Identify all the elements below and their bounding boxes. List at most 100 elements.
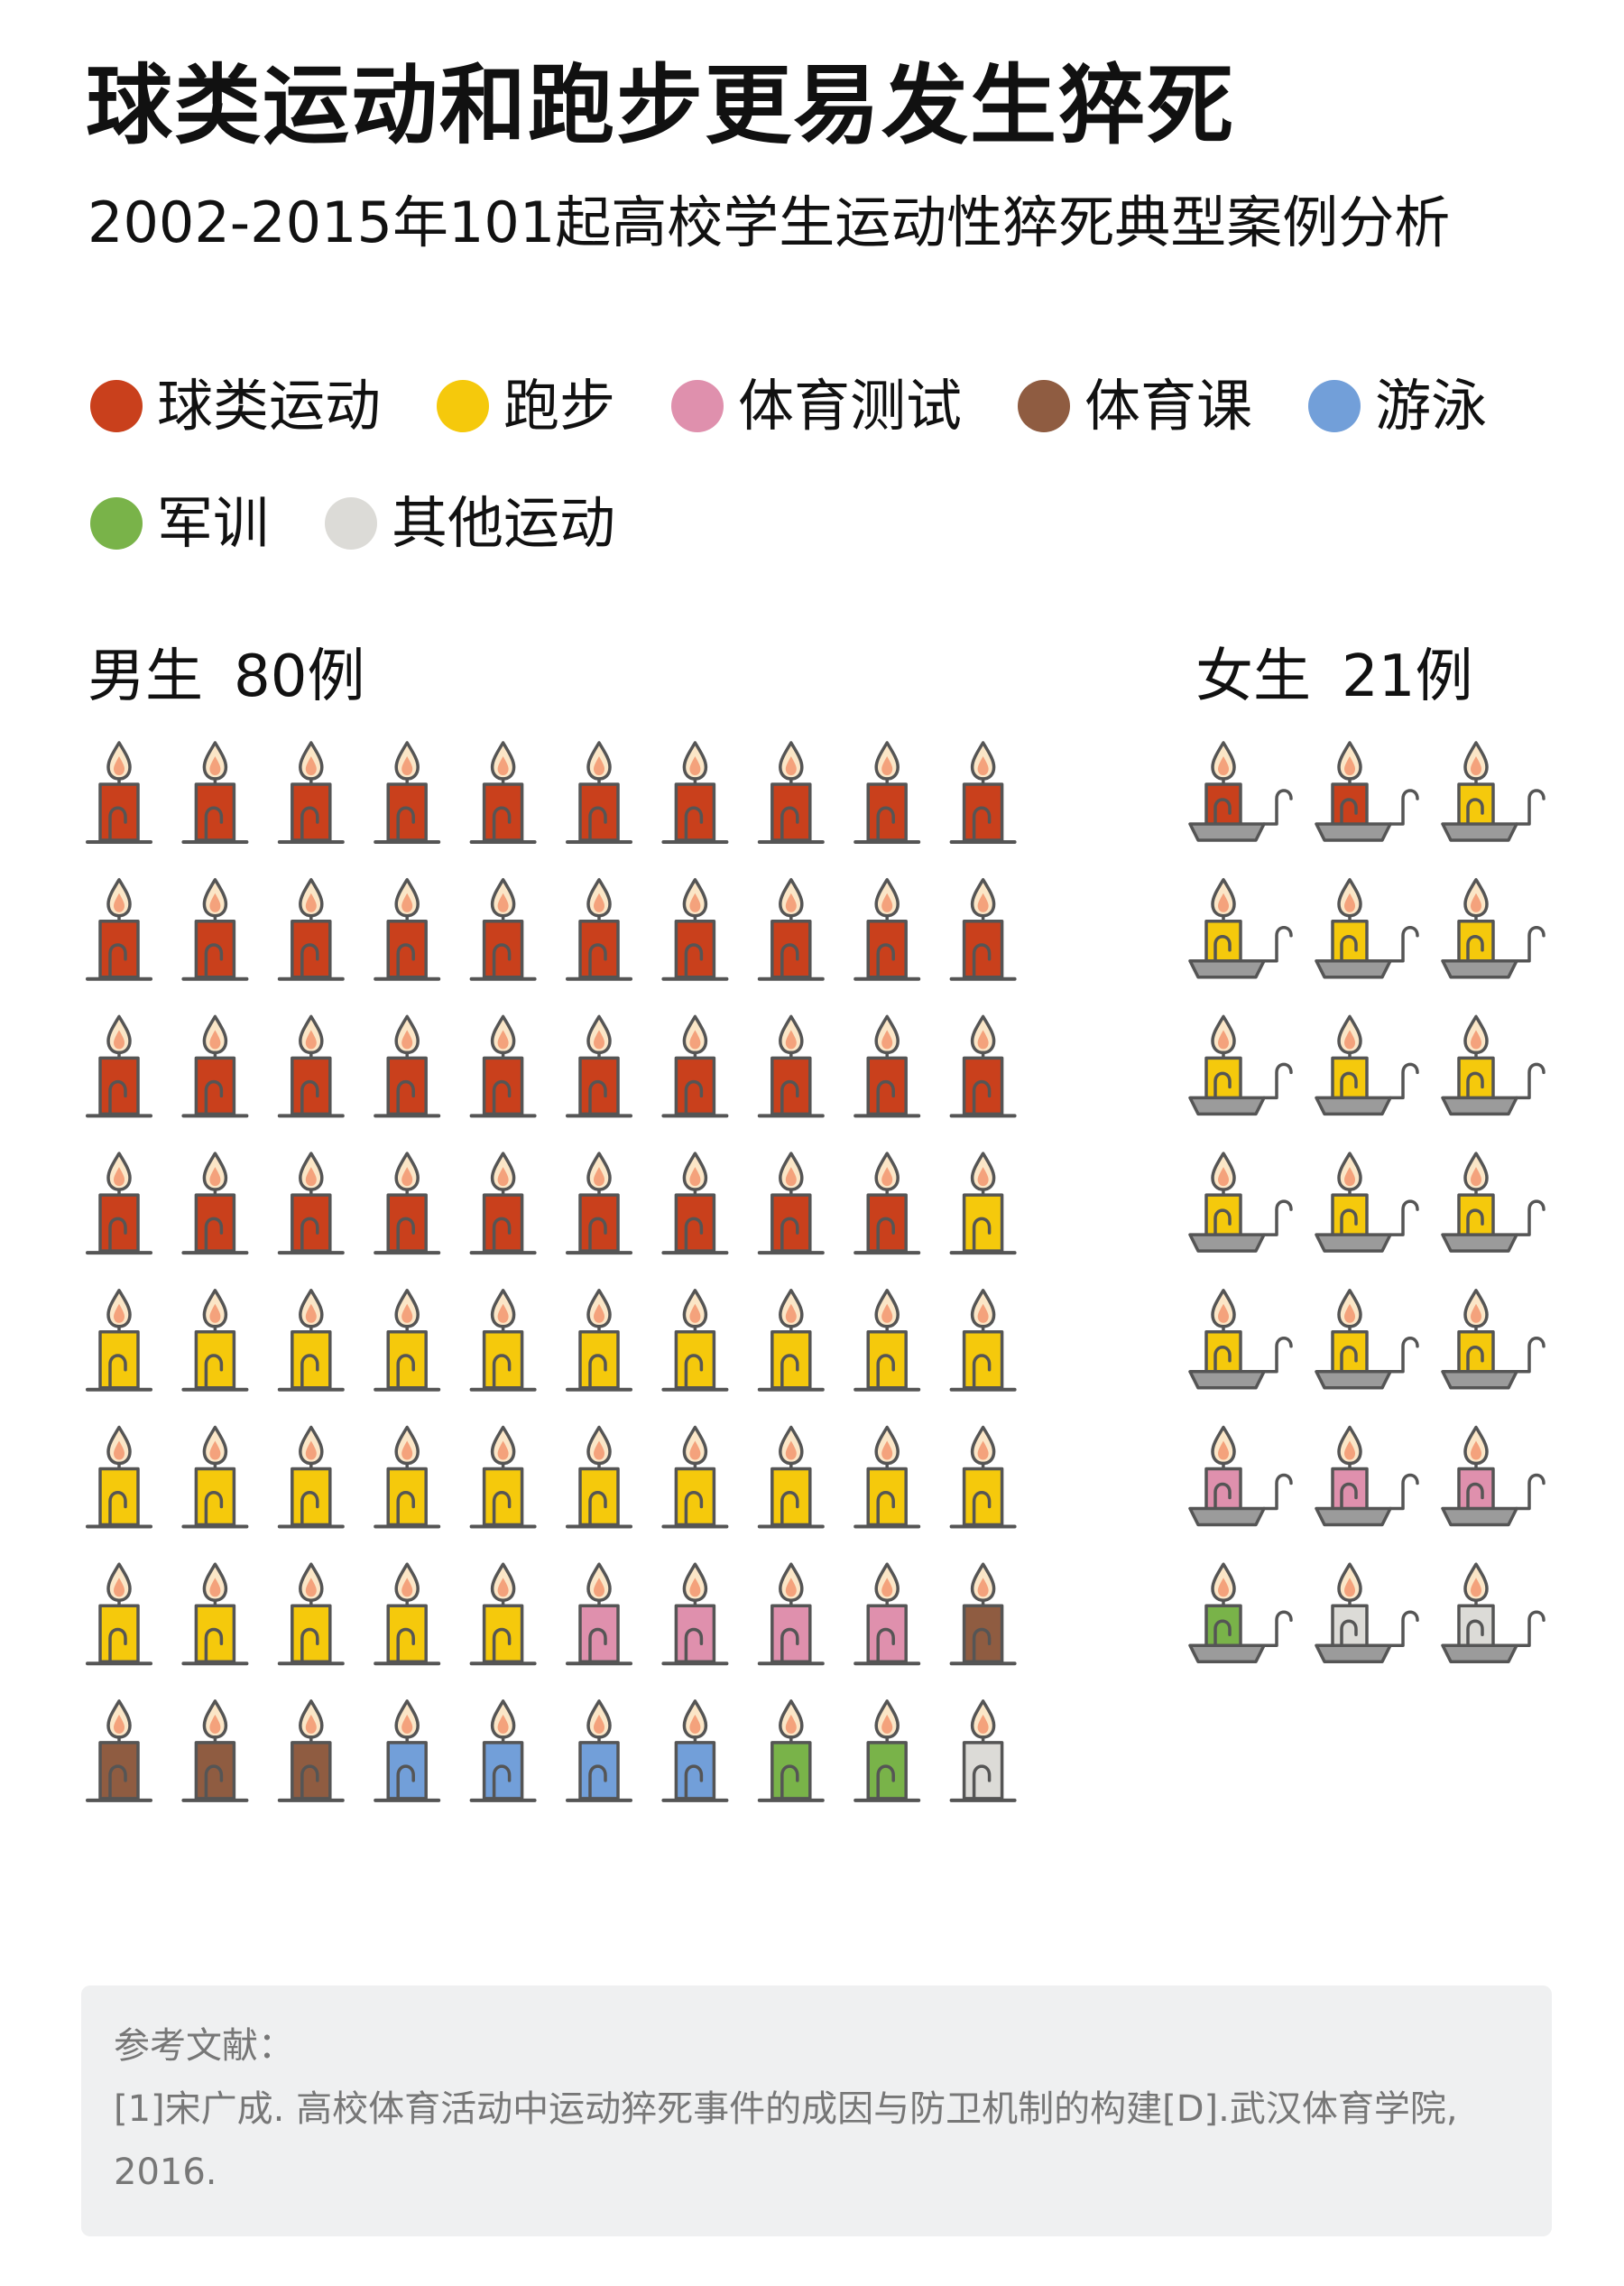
female-candle-icon [1441,741,1546,842]
female-candle-icon [1441,1152,1546,1253]
male-candle-icon [757,1014,825,1118]
male-candle-icon [86,1699,152,1802]
male-candle-icon [566,1699,632,1802]
male-candle-icon [661,1699,729,1802]
male-candle-icon [949,1699,1017,1802]
male-candle-icon [86,1152,152,1255]
male-candle-icon [757,877,825,981]
male-candle-icon [661,1289,729,1392]
male-candle-icon [469,1289,537,1392]
male-candle-icon [374,877,441,981]
reference-item: [1]宋广成. 高校体育活动中运动猝死事件的成因与防卫机制的构建[D].武汉体育… [114,2088,1458,2193]
legend-label-running: 跑步 [503,373,616,439]
male-candle-icon [949,1152,1017,1255]
male-candle-icon [374,1152,441,1255]
legend-item-military: 军训 [90,495,269,551]
male-candle-icon [374,1014,441,1118]
male-candle-icon [86,1425,152,1529]
male-candle-icon [757,1289,825,1392]
pictogram-chart [86,741,1546,1802]
male-candle-icon [86,1289,152,1392]
legend-swatch-running [437,380,490,432]
male-candle-icon [469,1425,537,1529]
male-candle-icon [949,1014,1017,1118]
male-candle-icon [566,1425,632,1529]
female-candle-icon [1315,877,1419,979]
male-group-label: 男生 80例 [88,648,364,706]
male-candle-icon [661,1562,729,1666]
female-label: 女生 [1195,643,1311,710]
male-candle-icon [374,1699,441,1802]
male-candle-icon [854,877,921,981]
male-candle-icon [949,741,1017,844]
male-label: 男生 [88,643,203,710]
male-candle-icon [277,1014,345,1118]
male-candle-icon [566,1562,632,1666]
male-candle-icon [469,1562,537,1666]
legend-swatch-pe_class [1018,380,1071,432]
legend-label-ball: 球类运动 [157,373,382,439]
male-candle-icon [86,741,152,844]
legend-label-other: 其他运动 [392,490,616,556]
male-candle-icon [566,877,632,981]
references-heading: 参考文献： [114,2025,294,2067]
male-candle-icon [469,1014,537,1118]
legend-item-swimming: 游泳 [1308,378,1487,434]
male-candle-icon [181,1425,249,1529]
female-candle-icon [1188,1014,1293,1116]
male-candle-icon [949,1562,1017,1666]
male-candle-icon [181,1562,249,1666]
male-candle-icon [949,1425,1017,1529]
male-candle-icon [661,1152,729,1255]
male-candle-icon [374,1289,441,1392]
legend: 球类运动 跑步 体育测试 体育课 游泳 军训 其他运动 [90,370,1579,605]
male-candle-icon [566,741,632,844]
male-candle-icon [277,1699,345,1802]
male-candle-icon [469,741,537,844]
male-candle-icon [949,1289,1017,1392]
male-candle-icon [854,1562,921,1666]
male-candle-icon [661,741,729,844]
male-candle-icon [277,741,345,844]
legend-label-swimming: 游泳 [1375,373,1488,439]
male-candle-icon [854,741,921,844]
male-candle-icon [757,1562,825,1666]
female-candle-icon [1188,1425,1293,1527]
male-count: 80例 [234,643,365,710]
male-candle-icon [469,877,537,981]
male-candle-icon [181,877,249,981]
legend-swatch-military [90,497,143,550]
female-candle-icon [1188,1152,1293,1253]
male-candle-icon [181,1289,249,1392]
male-candle-icon [854,1152,921,1255]
legend-label-pe_test: 体育测试 [738,373,963,439]
chart-subtitle: 2002-2015年101起高校学生运动性猝死典型案例分析 [88,190,1451,255]
female-candle-icon [1315,1152,1419,1253]
female-candle-icon [1441,1014,1546,1116]
male-candle-icon [661,1425,729,1529]
male-candle-icon [469,1152,537,1255]
male-candle-icon [374,1562,441,1666]
male-candle-icon [854,1699,921,1802]
male-candle-icon [566,1152,632,1255]
female-candle-icon [1441,1562,1546,1663]
male-candle-icon [949,877,1017,981]
male-candle-icon [277,877,345,981]
legend-label-military: 军训 [157,490,270,556]
male-candle-icon [757,741,825,844]
male-candle-icon [86,1014,152,1118]
female-candle-icon [1315,741,1419,842]
female-candle-icon [1441,1425,1546,1527]
male-candle-icon [757,1152,825,1255]
male-candle-icon [181,741,249,844]
legend-row: 球类运动 跑步 体育测试 体育课 游泳 [90,370,1579,442]
male-candle-icon [661,877,729,981]
female-candle-icon [1315,1014,1419,1116]
legend-item-pe_test: 体育测试 [671,378,962,434]
male-candle-icon [661,1014,729,1118]
male-candle-icon [277,1289,345,1392]
female-group-label: 女生 21例 [1195,648,1472,706]
male-candle-icon [277,1152,345,1255]
female-count: 21例 [1342,643,1473,710]
male-candle-icon [854,1425,921,1529]
